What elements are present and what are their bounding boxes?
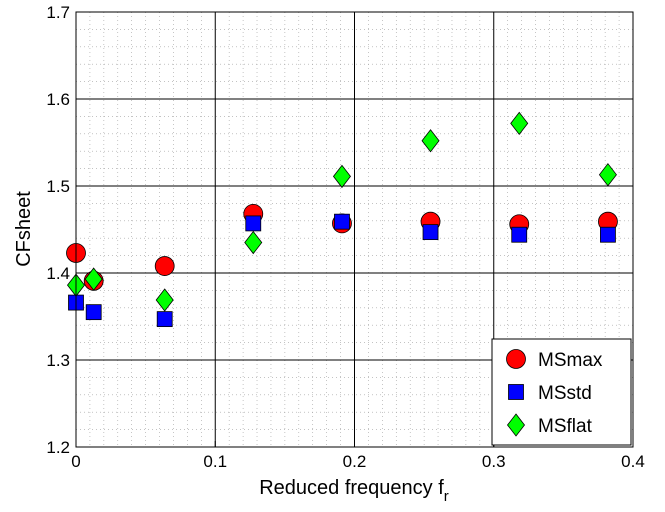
tick-labels: 0 0.1 0.2 0.3 0.4 1.2 1.3 1.4 1.5 1.6 1.7 — [46, 3, 644, 471]
msflat-marker — [598, 163, 617, 187]
legend-msflat-marker — [506, 413, 526, 437]
legend-msmax-label: MSmax — [538, 350, 603, 371]
msflat-marker — [421, 129, 440, 153]
msflat-marker — [332, 164, 351, 189]
msmax-marker — [154, 256, 175, 276]
legend-msflat-label: MSflat — [538, 416, 593, 437]
msflat-marker — [155, 288, 174, 312]
legend-msmax-marker — [506, 349, 526, 369]
msstd-marker — [422, 224, 439, 241]
x-tick-label: 0.3 — [482, 452, 506, 471]
x-axis-label: Reduced frequency fr — [259, 477, 449, 505]
legend-msstd-label: MSstd — [538, 383, 592, 404]
y-tick-label: 1.7 — [46, 3, 70, 22]
msflat-marker — [84, 267, 103, 291]
legend-msstd-marker — [508, 384, 524, 400]
y-tick-label: 1.5 — [46, 177, 70, 196]
msstd-marker — [600, 226, 616, 243]
msstd-marker — [334, 213, 350, 230]
msflat-marker — [510, 111, 529, 136]
msstd-marker — [511, 226, 528, 243]
msstd-marker — [156, 311, 173, 328]
y-tick-label: 1.2 — [46, 438, 70, 457]
x-tick-label: 0.1 — [203, 452, 227, 471]
y-tick-label: 1.4 — [46, 264, 70, 283]
y-tick-label: 1.3 — [46, 351, 70, 370]
msstd-marker — [85, 304, 102, 321]
x-axis-label-subscript: r — [444, 488, 449, 505]
x-tick-label: 0 — [71, 452, 80, 471]
x-tick-label: 0.4 — [621, 452, 645, 471]
x-tick-label: 0.2 — [343, 452, 367, 471]
msstd-marker — [245, 215, 262, 232]
y-tick-label: 1.6 — [46, 90, 70, 109]
y-axis-label: CFsheet — [13, 191, 35, 267]
legend: MSmax MSstd MSflat — [491, 338, 632, 446]
msflat-marker — [244, 230, 263, 255]
